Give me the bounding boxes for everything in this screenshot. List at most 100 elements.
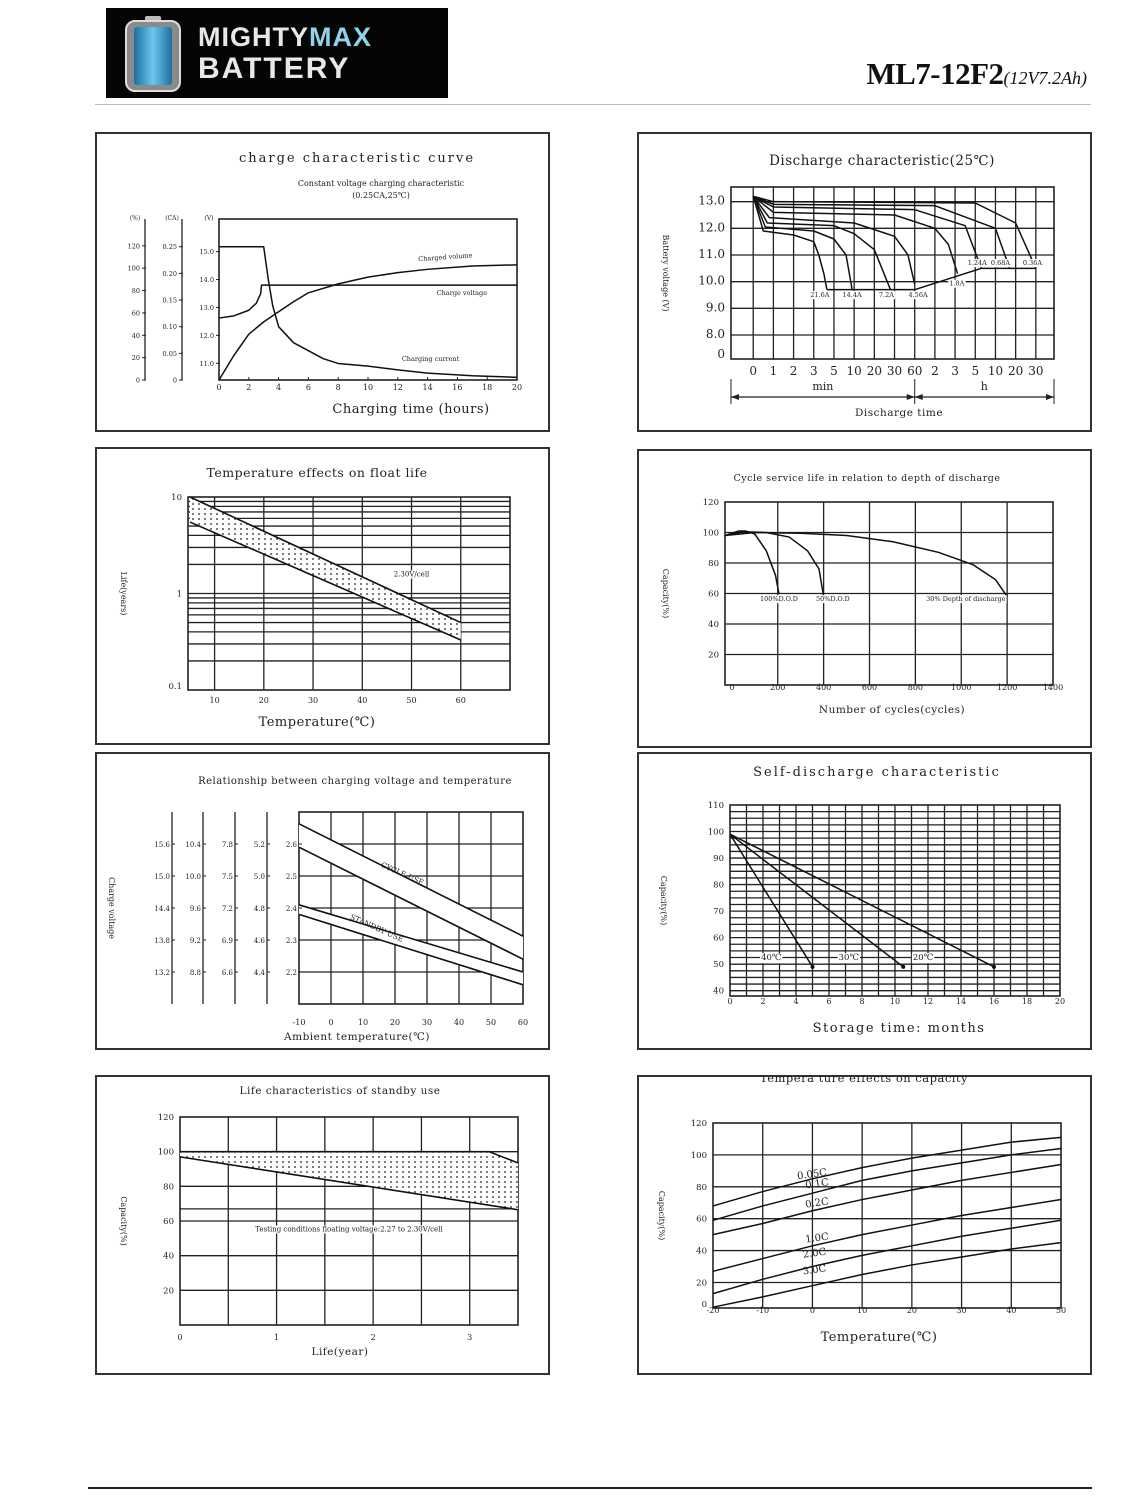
x-tick-label: 8: [336, 383, 341, 392]
scale-tick-label: 2.4: [286, 905, 298, 913]
x-axis-label: Temperature(℃): [821, 1330, 938, 1345]
chart-panel-charging-voltage-temperature: CYCLE USE STANDBY USE -10 0 10 20 30 40 50 60 15.6…: [95, 752, 550, 1050]
series-label: 0.36A: [1023, 259, 1042, 267]
series-label: 21.6A: [810, 291, 829, 299]
scale-tick-label: 7.2: [222, 905, 233, 913]
y-tick-label: 0: [136, 377, 140, 385]
x-tick-label: 12: [393, 383, 403, 392]
y-tick-label: 20: [163, 1286, 174, 1296]
x-tick-label: 0: [810, 1306, 815, 1315]
scale-tick-label: 8.8: [190, 969, 201, 977]
chart-title: Relationship between charging voltage an…: [198, 776, 512, 787]
chart-float-life: 2.30V/cell 10 20 30 40 50 60 0.1 1 10 Temperature …: [119, 465, 511, 730]
x-tick-label: 16: [452, 383, 462, 392]
x-tick-label: 2: [790, 364, 798, 378]
series-label: 1.24A: [968, 259, 987, 267]
series-line: [753, 195, 1037, 269]
x-tick-label: 1000: [951, 683, 971, 692]
series-label: 14.4A: [843, 291, 862, 299]
y-tick-label: 40: [163, 1252, 174, 1262]
y-tick-label: 11.0: [698, 247, 725, 261]
x-tick-label: 20: [1008, 364, 1023, 378]
x-tick-label: 14: [956, 997, 966, 1006]
x-tick-label: 3: [810, 364, 818, 378]
x-tick-label: -20: [707, 1306, 720, 1315]
y-tick-label: 0.1: [168, 682, 182, 692]
series-label: 1.0C: [805, 1231, 830, 1245]
x-tick-label: 14: [423, 383, 433, 392]
series-line: [729, 833, 814, 968]
band-edge-line: [179, 1156, 519, 1211]
x-tick-label: 3: [467, 1333, 472, 1342]
x-tick-label: 5: [830, 364, 838, 378]
series-line: [752, 196, 853, 290]
chart-charge: Charged volume Charge voltage Charging cur…: [128, 151, 523, 417]
x-axis-label: Charging time (hours): [332, 402, 489, 417]
scale-tick-label: 2.6: [286, 841, 298, 849]
series-label: 7.2A: [879, 291, 894, 299]
series-label: 2.0C: [802, 1247, 827, 1261]
x-axis-label: Ambient temperature(℃): [283, 1031, 430, 1043]
arrow-left-icon: [731, 394, 739, 400]
x-tick-label: 20: [390, 1018, 400, 1027]
y-tick-label: 80: [696, 1183, 707, 1193]
y-axis-label: Life(years): [119, 572, 128, 616]
series-line: [712, 1198, 1062, 1273]
series-label: 40℃: [761, 953, 781, 963]
arrow-left-icon: [914, 394, 923, 400]
logo-word-battery: BATTERY: [198, 52, 351, 85]
chart-self-discharge: 40℃ 30℃ 20℃ 0 2 4 6 8 10 12 14 16 18 20 40 50 60 70 80 90 10…: [659, 765, 1065, 1036]
band-edge-line: [298, 904, 524, 973]
series-line: [752, 196, 828, 290]
series-end-point: [901, 964, 906, 969]
x-tick-label: 30: [1028, 364, 1043, 378]
logo-word-max: MAX: [309, 22, 372, 52]
y-axis-unit: (V): [204, 215, 213, 222]
y-tick-label: 80: [713, 881, 724, 891]
series-label: 20℃: [913, 953, 933, 963]
y-tick-label: 80: [163, 1182, 174, 1192]
y-tick-label: 0: [717, 347, 725, 361]
scale-tick-label: 14.4: [154, 905, 170, 913]
y-tick-label: 120: [703, 498, 719, 508]
logo-word-mighty: MIGHTY: [198, 22, 309, 52]
y-tick-label: 120: [691, 1119, 707, 1129]
y-tick-label: 12.0: [200, 332, 214, 340]
x-tick-label: 20: [512, 383, 522, 392]
model-spec: (12V7.2Ah): [1003, 68, 1087, 88]
scale-tick-label: 6.9: [222, 937, 233, 945]
x-tick-label: 40: [454, 1018, 464, 1027]
x-tick-label: 200: [770, 683, 785, 692]
chart-title: Temperature effects on float life: [207, 465, 428, 480]
x-tick-label: 40: [1006, 1306, 1016, 1315]
chart-title: charge characteristic curve: [239, 151, 475, 166]
x-tick-label: 50: [1056, 1306, 1066, 1315]
chart-title: Discharge characteristic(25℃): [769, 153, 995, 169]
x-tick-label: 0: [729, 683, 734, 692]
band-area: [299, 904, 523, 985]
plot-area: [218, 218, 518, 381]
series-line: [712, 1219, 1062, 1295]
grid: [730, 805, 1060, 996]
band-area: [189, 497, 461, 640]
x-tick-label: 1: [274, 1333, 279, 1342]
y-tick-label: 80: [132, 287, 140, 295]
brand-logo: MIGHTYMAX BATTERY: [106, 8, 448, 98]
chart-annotation: Testing conditions floating voltage:2.27…: [255, 1225, 443, 1233]
y-axis-unit: (%): [130, 215, 140, 222]
y-tick-label: 40: [696, 1247, 707, 1257]
x-tick-label: 40: [357, 696, 367, 705]
x-tick-label: 10: [847, 364, 862, 378]
x-tick-label: 12: [923, 997, 933, 1006]
x-tick-label: 18: [482, 383, 492, 392]
x-tick-label: 8: [859, 997, 864, 1006]
scale-tick-label: 2.5: [286, 873, 297, 881]
band-edge-line: [298, 913, 524, 986]
series-label: Charged volume: [418, 251, 473, 263]
y-tick-label: 20: [132, 354, 140, 362]
series-line: [218, 284, 517, 319]
y-tick-label: 100: [703, 529, 719, 539]
x-tick-label: 50: [486, 1018, 496, 1027]
y-tick-label: 60: [696, 1215, 707, 1225]
